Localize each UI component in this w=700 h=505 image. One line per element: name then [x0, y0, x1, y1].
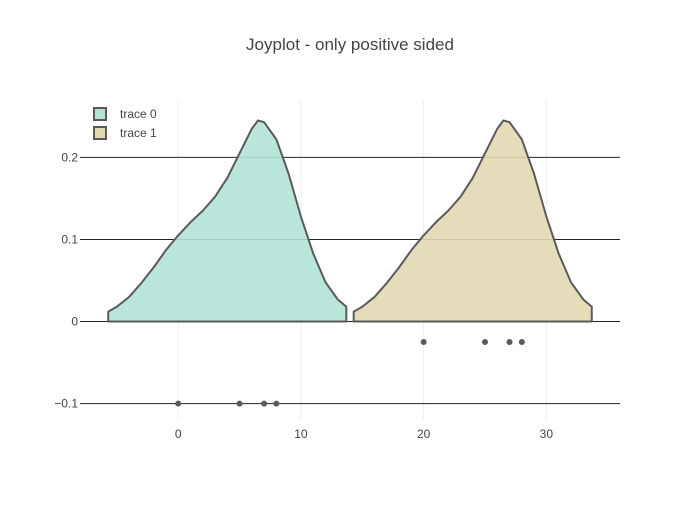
data-point: [420, 339, 427, 346]
legend-label: trace 0: [120, 107, 157, 121]
y-tick-label: 0.2: [61, 150, 78, 164]
data-point: [175, 400, 182, 407]
violin-trace-1: [352, 119, 593, 323]
traces-layer: [107, 119, 593, 323]
legend: trace 0 trace 1: [93, 107, 157, 140]
legend-swatch: [93, 107, 107, 121]
data-point: [518, 339, 525, 346]
y-tick-label: 0.1: [61, 232, 78, 246]
y-tick-label: 0: [71, 315, 78, 329]
data-point: [506, 339, 513, 346]
x-tick-label: 30: [540, 427, 554, 441]
chart-title: Joyplot - only positive sided: [246, 35, 454, 54]
y-tick-label: −0.1: [54, 397, 78, 411]
x-tick-label: 0: [175, 427, 182, 441]
violin-trace-0: [107, 119, 348, 323]
ticks-layer: 0 10 20 30 −0.1 0 0.1 0.2: [54, 150, 553, 441]
legend-swatch: [93, 126, 107, 140]
x-tick-label: 20: [417, 427, 431, 441]
data-point: [273, 400, 280, 407]
data-point: [236, 400, 243, 407]
x-tick-label: 10: [294, 427, 308, 441]
data-point: [261, 400, 268, 407]
points-layer: [175, 339, 525, 407]
legend-label: trace 1: [120, 126, 157, 140]
data-point: [482, 339, 488, 346]
